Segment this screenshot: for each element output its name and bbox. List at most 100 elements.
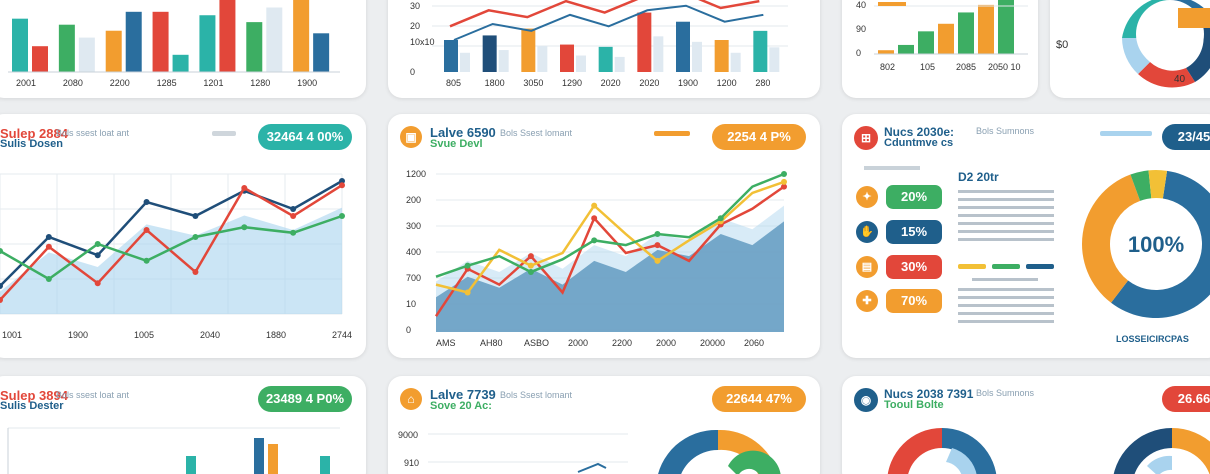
donut-slice xyxy=(1113,428,1172,474)
donut-slice xyxy=(1148,170,1168,199)
divider xyxy=(654,131,690,136)
x-tick-label: 1900 xyxy=(678,78,698,88)
series-line xyxy=(577,462,607,473)
stat-icon-3: ▤ xyxy=(856,256,878,278)
data-point xyxy=(464,289,471,296)
bar xyxy=(958,12,974,55)
bar xyxy=(918,31,934,54)
y-tick-label: 200 xyxy=(406,195,421,205)
card-top-right: 40 90 0 802 105 2085 2050 10 xyxy=(842,0,1038,98)
bar xyxy=(998,0,1014,55)
data-point xyxy=(45,276,52,282)
bar xyxy=(521,28,536,72)
data-point xyxy=(192,213,199,219)
x-tick-label: 2060 xyxy=(744,338,764,348)
bar xyxy=(460,52,470,72)
bar xyxy=(482,35,497,72)
card-subtitle: Bols ssest loat ant xyxy=(56,390,130,400)
stat-icon-4: ✚ xyxy=(856,290,878,312)
bar xyxy=(246,22,263,72)
x-tick-label: 1200 xyxy=(717,78,737,88)
y-tick-label: 20 xyxy=(410,21,420,31)
bar xyxy=(598,46,613,72)
data-point xyxy=(654,242,661,249)
card-bot-right: ◉ Nucs 2038 7391 Tooul Bolte Bols Sumnon… xyxy=(842,376,1210,474)
bar xyxy=(714,40,729,72)
card-icon: ▣ xyxy=(400,126,422,148)
x-tick-label: AMS xyxy=(436,338,456,348)
data-point xyxy=(94,280,101,287)
bar xyxy=(266,7,283,72)
bar xyxy=(498,50,509,72)
stat-pill: 32464 4 00% xyxy=(258,124,352,150)
bar xyxy=(199,15,216,73)
card-title-2: Svue Devl xyxy=(430,138,483,150)
x-tick-label: 1280 xyxy=(250,78,270,88)
card-subtitle: Bols Ssest lomant xyxy=(500,128,573,138)
y-tick-label: 700 xyxy=(406,273,421,283)
bar xyxy=(769,47,780,72)
bar xyxy=(560,44,574,72)
data-point xyxy=(241,224,248,231)
card-title: Nucs 2030e: xyxy=(884,125,955,139)
bar xyxy=(32,46,48,72)
bar xyxy=(676,21,690,72)
card-subtitle: Bols Ssest lomant xyxy=(500,390,573,400)
y-tick-label: 30 xyxy=(410,1,420,11)
card-bot-middle: ⌂ Lalve 7739 Sove 20 Ac: Bols Ssest loma… xyxy=(388,376,820,474)
data-point xyxy=(527,262,534,269)
series-line xyxy=(0,184,343,301)
bar-chart-top-left: 2001 2080 2200 1285 1201 1280 1900 xyxy=(8,0,340,88)
stat-pill: 23489 4 P0% xyxy=(258,386,352,412)
bar xyxy=(576,55,586,72)
data-point xyxy=(94,252,101,259)
bar xyxy=(125,11,142,72)
donut-slice xyxy=(1111,170,1210,318)
bar xyxy=(293,0,310,73)
stat-value-2: 15% xyxy=(886,220,942,244)
donut-slice xyxy=(1130,170,1152,201)
stat-icon-1: ✦ xyxy=(856,186,878,208)
donut-footer: LOSSEICIRCPAS xyxy=(1116,334,1189,344)
card-title-2: Sove 20 Ac: xyxy=(430,400,492,412)
x-tick-label: ASBO xyxy=(524,338,549,348)
area-chart-mid-middle: 1200 200 300 400 700 10 0 AMS AH80 ASBO 2000 2200 20… xyxy=(406,169,787,348)
data-point xyxy=(591,202,598,209)
y-tick-label: 1200 xyxy=(406,169,426,179)
stats-title: D2 20tr xyxy=(958,170,999,184)
card-top-far-right: $0 40 xyxy=(1050,0,1210,98)
x-tick-label: 2001 xyxy=(16,78,36,88)
data-point xyxy=(290,229,297,236)
bar xyxy=(152,11,169,72)
x-tick-label: 2080 xyxy=(63,78,83,88)
stat-value-4: 70% xyxy=(886,289,942,313)
bar xyxy=(105,30,122,72)
card-icon: ⌂ xyxy=(400,388,422,410)
bar xyxy=(730,52,741,72)
bar xyxy=(637,12,652,73)
bar xyxy=(12,18,28,72)
data-point xyxy=(781,178,787,185)
x-tick-label: 1001 xyxy=(2,330,22,340)
x-tick-label: 2085 xyxy=(956,62,976,72)
stat-pill: 26.66 xyxy=(1162,386,1210,412)
stat-value-3: 30% xyxy=(886,255,942,279)
legend-blue xyxy=(1026,264,1054,269)
bar xyxy=(753,30,768,72)
area-fill xyxy=(436,221,784,332)
bar xyxy=(938,23,954,54)
marker xyxy=(878,2,906,6)
x-tick-label: 1290 xyxy=(562,78,582,88)
data-point xyxy=(45,243,52,250)
stat-pill: 23/45 xyxy=(1162,124,1210,150)
series-line xyxy=(434,185,785,317)
x-tick-label: 1285 xyxy=(157,78,177,88)
x-tick-label: 105 xyxy=(920,62,935,72)
data-point xyxy=(781,171,787,177)
bar xyxy=(219,0,236,72)
card-title: Nucs 2038 7391 xyxy=(884,387,974,401)
y-tick-label: 0 xyxy=(406,325,411,335)
y-tick-label: 10x10 xyxy=(410,37,435,47)
card-subtitle: Bols ssest loat ant xyxy=(56,128,130,138)
bar xyxy=(186,456,196,474)
